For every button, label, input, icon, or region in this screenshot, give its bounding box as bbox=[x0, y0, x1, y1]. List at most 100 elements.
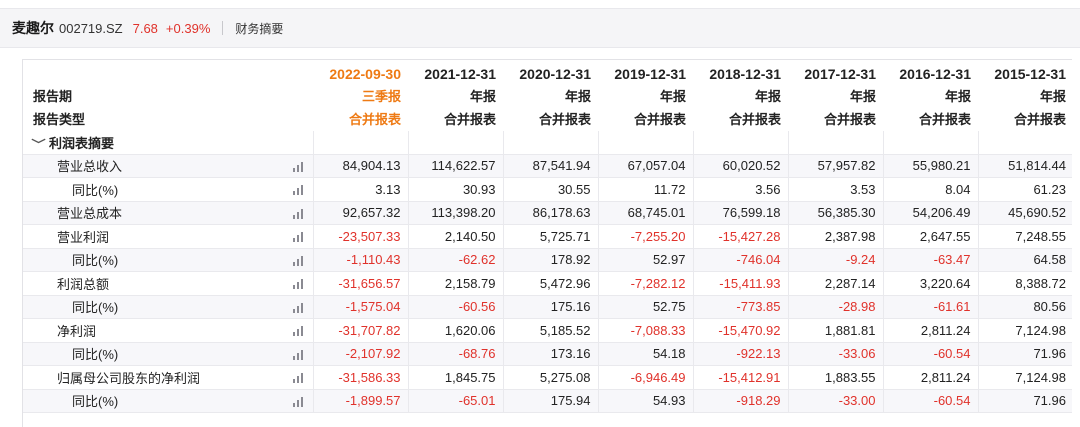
period-kind: 三季报 bbox=[313, 83, 408, 107]
report-scope: 合并报表 bbox=[503, 107, 598, 131]
value-cell: 2,287.14 bbox=[787, 271, 883, 296]
section-title: 利润表摘要 bbox=[49, 135, 115, 151]
value-cell: -15,470.92 bbox=[692, 318, 788, 343]
stock-name[interactable]: 麦趣尔 bbox=[12, 20, 54, 36]
stock-price: 7.68 bbox=[132, 20, 158, 36]
value-cell: -60.54 bbox=[882, 342, 978, 366]
row-label-cell: 归属母公司股东的净利润 bbox=[23, 365, 313, 390]
bar-chart-icon[interactable] bbox=[292, 373, 305, 383]
bar-chart-icon[interactable] bbox=[292, 279, 305, 289]
row-label: 利润总额 bbox=[57, 276, 110, 292]
report-scope: 合并报表 bbox=[883, 107, 978, 131]
value-cell: 5,275.08 bbox=[502, 365, 598, 390]
value-cell: 86,178.63 bbox=[502, 201, 598, 225]
row-label: 同比(%) bbox=[72, 300, 119, 316]
value-cell: 175.94 bbox=[502, 389, 598, 413]
value-cell: -7,088.33 bbox=[597, 318, 693, 343]
value-cell: 54,206.49 bbox=[882, 201, 978, 225]
table-row: 归属母公司股东的净利润 -31,586.33 1,845.75 5,275.08 -6,… bbox=[23, 365, 1072, 390]
value-cell: 178.92 bbox=[502, 248, 598, 272]
report-type-label: 报告类型 bbox=[23, 107, 313, 131]
row-label-cell: 同比(%) bbox=[23, 177, 313, 202]
section-income-statement[interactable]: ﹀ 利润表摘要 bbox=[23, 130, 1072, 155]
value-cell: -1,899.57 bbox=[312, 389, 408, 413]
table-row: 营业总成本 92,657.32 113,398.20 86,178.63 68,745.… bbox=[23, 201, 1072, 225]
value-cell: -61.61 bbox=[882, 295, 978, 319]
row-label: 同比(%) bbox=[72, 347, 119, 363]
report-type-row: 报告类型 合并报表 合并报表 合并报表 合并报表 合并报表 合并报表 合并报表 合并报表 bbox=[23, 107, 1072, 131]
row-label: 营业利润 bbox=[57, 229, 110, 245]
value-cell: -918.29 bbox=[692, 389, 788, 413]
value-cell: 8,388.72 bbox=[977, 271, 1072, 296]
table-row: 营业利润 -23,507.33 2,140.50 5,725.71 -7,255.20-… bbox=[23, 224, 1072, 249]
row-label-cell: 净利润 bbox=[23, 318, 313, 343]
value-cell: 2,811.24 bbox=[882, 318, 978, 343]
bar-chart-icon[interactable] bbox=[292, 396, 305, 407]
row-label: 归属母公司股东的净利润 bbox=[57, 370, 201, 386]
period-kind: 年报 bbox=[693, 83, 788, 107]
period-date[interactable]: 2016-12-31 bbox=[883, 60, 978, 84]
row-label-cell: 利润总额 bbox=[23, 271, 313, 296]
value-cell: 1,881.81 bbox=[787, 318, 883, 343]
table-row: 净利润 -31,707.82 1,620.06 5,185.52 -7,088.33 -1… bbox=[23, 318, 1072, 343]
tab-financial-summary[interactable]: 财务摘要 bbox=[235, 21, 284, 36]
financial-summary-table: 2022-09-30 2021-12-31 2020-12-31 2019-12-31… bbox=[22, 59, 1072, 427]
value-cell: 87,541.94 bbox=[502, 154, 598, 178]
report-scope: 合并报表 bbox=[788, 107, 883, 131]
value-cell: -28.98 bbox=[787, 295, 883, 319]
table-row: 利润总额 -31,656.57 2,158.79 5,472.96 -7,282.12-… bbox=[23, 271, 1072, 296]
report-scope: 合并报表 bbox=[408, 107, 503, 131]
row-label-cell: 营业利润 bbox=[23, 224, 313, 249]
report-period-label: 报告期 bbox=[23, 83, 313, 107]
row-label-cell: 同比(%) bbox=[23, 389, 313, 413]
period-date[interactable]: 2018-12-31 bbox=[693, 60, 788, 84]
period-kind: 年报 bbox=[788, 83, 883, 107]
period-date[interactable]: 2015-12-31 bbox=[978, 60, 1072, 84]
stock-change: +0.39% bbox=[165, 20, 211, 36]
period-date[interactable]: 2020-12-31 bbox=[503, 60, 598, 84]
value-cell: -15,412.91 bbox=[692, 365, 788, 390]
period-date-row: 2022-09-30 2021-12-31 2020-12-31 2019-12-31… bbox=[23, 60, 1072, 84]
report-scope: 合并报表 bbox=[978, 107, 1072, 131]
report-period-row: 报告期 三季报 年报 年报 年报 年报 年报 年报 年报 bbox=[23, 83, 1072, 107]
value-cell: -746.04 bbox=[692, 248, 788, 272]
bar-chart-icon[interactable] bbox=[292, 161, 305, 172]
value-cell: -1,110.43 bbox=[312, 248, 408, 272]
value-cell: 54.18 bbox=[597, 342, 693, 366]
report-scope: 合并报表 bbox=[313, 107, 408, 131]
bar-chart-icon[interactable] bbox=[292, 302, 305, 313]
value-cell: 2,140.50 bbox=[407, 224, 503, 249]
row-label: 同比(%) bbox=[72, 253, 119, 269]
period-date[interactable]: 2021-12-31 bbox=[408, 60, 503, 84]
value-cell: -68.76 bbox=[407, 342, 503, 366]
bar-chart-icon[interactable] bbox=[292, 185, 305, 195]
value-cell: 60,020.52 bbox=[692, 154, 788, 178]
value-cell: 68,745.01 bbox=[597, 201, 693, 225]
row-label: 同比(%) bbox=[72, 394, 119, 410]
bar-chart-icon[interactable] bbox=[292, 255, 305, 266]
value-cell: 61.23 bbox=[977, 177, 1072, 202]
value-cell: 1,620.06 bbox=[407, 318, 503, 343]
bar-chart-icon[interactable] bbox=[292, 208, 305, 219]
section-toggle[interactable]: ﹀ 利润表摘要 bbox=[23, 130, 313, 155]
row-label-cell: 同比(%) bbox=[23, 295, 313, 319]
value-cell: 7,124.98 bbox=[977, 365, 1072, 390]
bar-chart-icon[interactable] bbox=[292, 232, 305, 242]
value-cell: -33.00 bbox=[787, 389, 883, 413]
value-cell: 11.72 bbox=[597, 177, 693, 202]
value-cell: 113,398.20 bbox=[407, 201, 503, 225]
chevron-down-icon[interactable]: ﹀ bbox=[31, 138, 46, 151]
income-statement-table: 2022-09-30 2021-12-31 2020-12-31 2019-12-31… bbox=[23, 60, 1072, 413]
value-cell: 2,387.98 bbox=[787, 224, 883, 249]
period-date[interactable]: 2019-12-31 bbox=[598, 60, 693, 84]
period-date[interactable]: 2022-09-30 bbox=[313, 60, 408, 84]
bar-chart-icon[interactable] bbox=[292, 326, 305, 336]
value-cell: -60.56 bbox=[407, 295, 503, 319]
bar-chart-icon[interactable] bbox=[292, 349, 305, 360]
row-label-cell: 同比(%) bbox=[23, 342, 313, 366]
value-cell: 92,657.32 bbox=[312, 201, 408, 225]
value-cell: 5,185.52 bbox=[502, 318, 598, 343]
period-date[interactable]: 2017-12-31 bbox=[788, 60, 883, 84]
report-scope: 合并报表 bbox=[693, 107, 788, 131]
value-cell: -33.06 bbox=[787, 342, 883, 366]
